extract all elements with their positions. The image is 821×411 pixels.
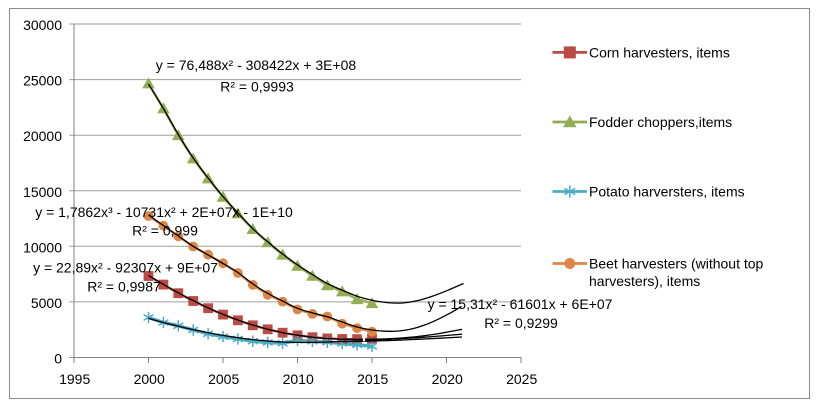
svg-text:2005: 2005 bbox=[208, 371, 239, 387]
svg-text:Fodder choppers,items: Fodder choppers,items bbox=[589, 114, 732, 130]
svg-text:25000: 25000 bbox=[23, 73, 62, 89]
svg-text:Corn harvesters, items: Corn harvesters, items bbox=[589, 45, 730, 61]
svg-text:15000: 15000 bbox=[23, 184, 62, 200]
svg-text:5000: 5000 bbox=[31, 295, 62, 311]
svg-text:y = 22,89x² - 92307x + 9E+07: y = 22,89x² - 92307x + 9E+07 bbox=[33, 260, 218, 276]
svg-text:2000: 2000 bbox=[134, 371, 165, 387]
svg-text:R² = 0,999: R² = 0,999 bbox=[132, 223, 198, 239]
svg-text:2010: 2010 bbox=[283, 371, 314, 387]
svg-text:R² = 0,9987: R² = 0,9987 bbox=[87, 278, 161, 294]
svg-text:20000: 20000 bbox=[23, 128, 62, 144]
svg-text:2015: 2015 bbox=[357, 371, 388, 387]
svg-text:2025: 2025 bbox=[506, 371, 537, 387]
svg-text:0: 0 bbox=[54, 351, 62, 367]
svg-text:y = 15,31x² - 61601x + 6E+07: y = 15,31x² - 61601x + 6E+07 bbox=[428, 296, 613, 312]
svg-text:y = 76,488x² - 308422x + 3E+08: y = 76,488x² - 308422x + 3E+08 bbox=[156, 57, 357, 73]
svg-text:R² = 0,9299: R² = 0,9299 bbox=[484, 315, 558, 331]
svg-text:harvesters), items: harvesters), items bbox=[589, 273, 700, 289]
svg-text:Potato harversters, items: Potato harversters, items bbox=[589, 184, 745, 200]
svg-text:2020: 2020 bbox=[432, 371, 463, 387]
svg-text:1995: 1995 bbox=[59, 371, 90, 387]
svg-text:R² = 0,9993: R² = 0,9993 bbox=[220, 78, 294, 94]
svg-text:30000: 30000 bbox=[23, 17, 62, 33]
svg-text:10000: 10000 bbox=[23, 239, 62, 255]
svg-text:y = 1,7862x³ - 10731x² + 2E+07: y = 1,7862x³ - 10731x² + 2E+07x - 1E+10 bbox=[35, 204, 293, 220]
svg-text:Beet harvesters (without top: Beet harvesters (without top bbox=[589, 256, 764, 272]
